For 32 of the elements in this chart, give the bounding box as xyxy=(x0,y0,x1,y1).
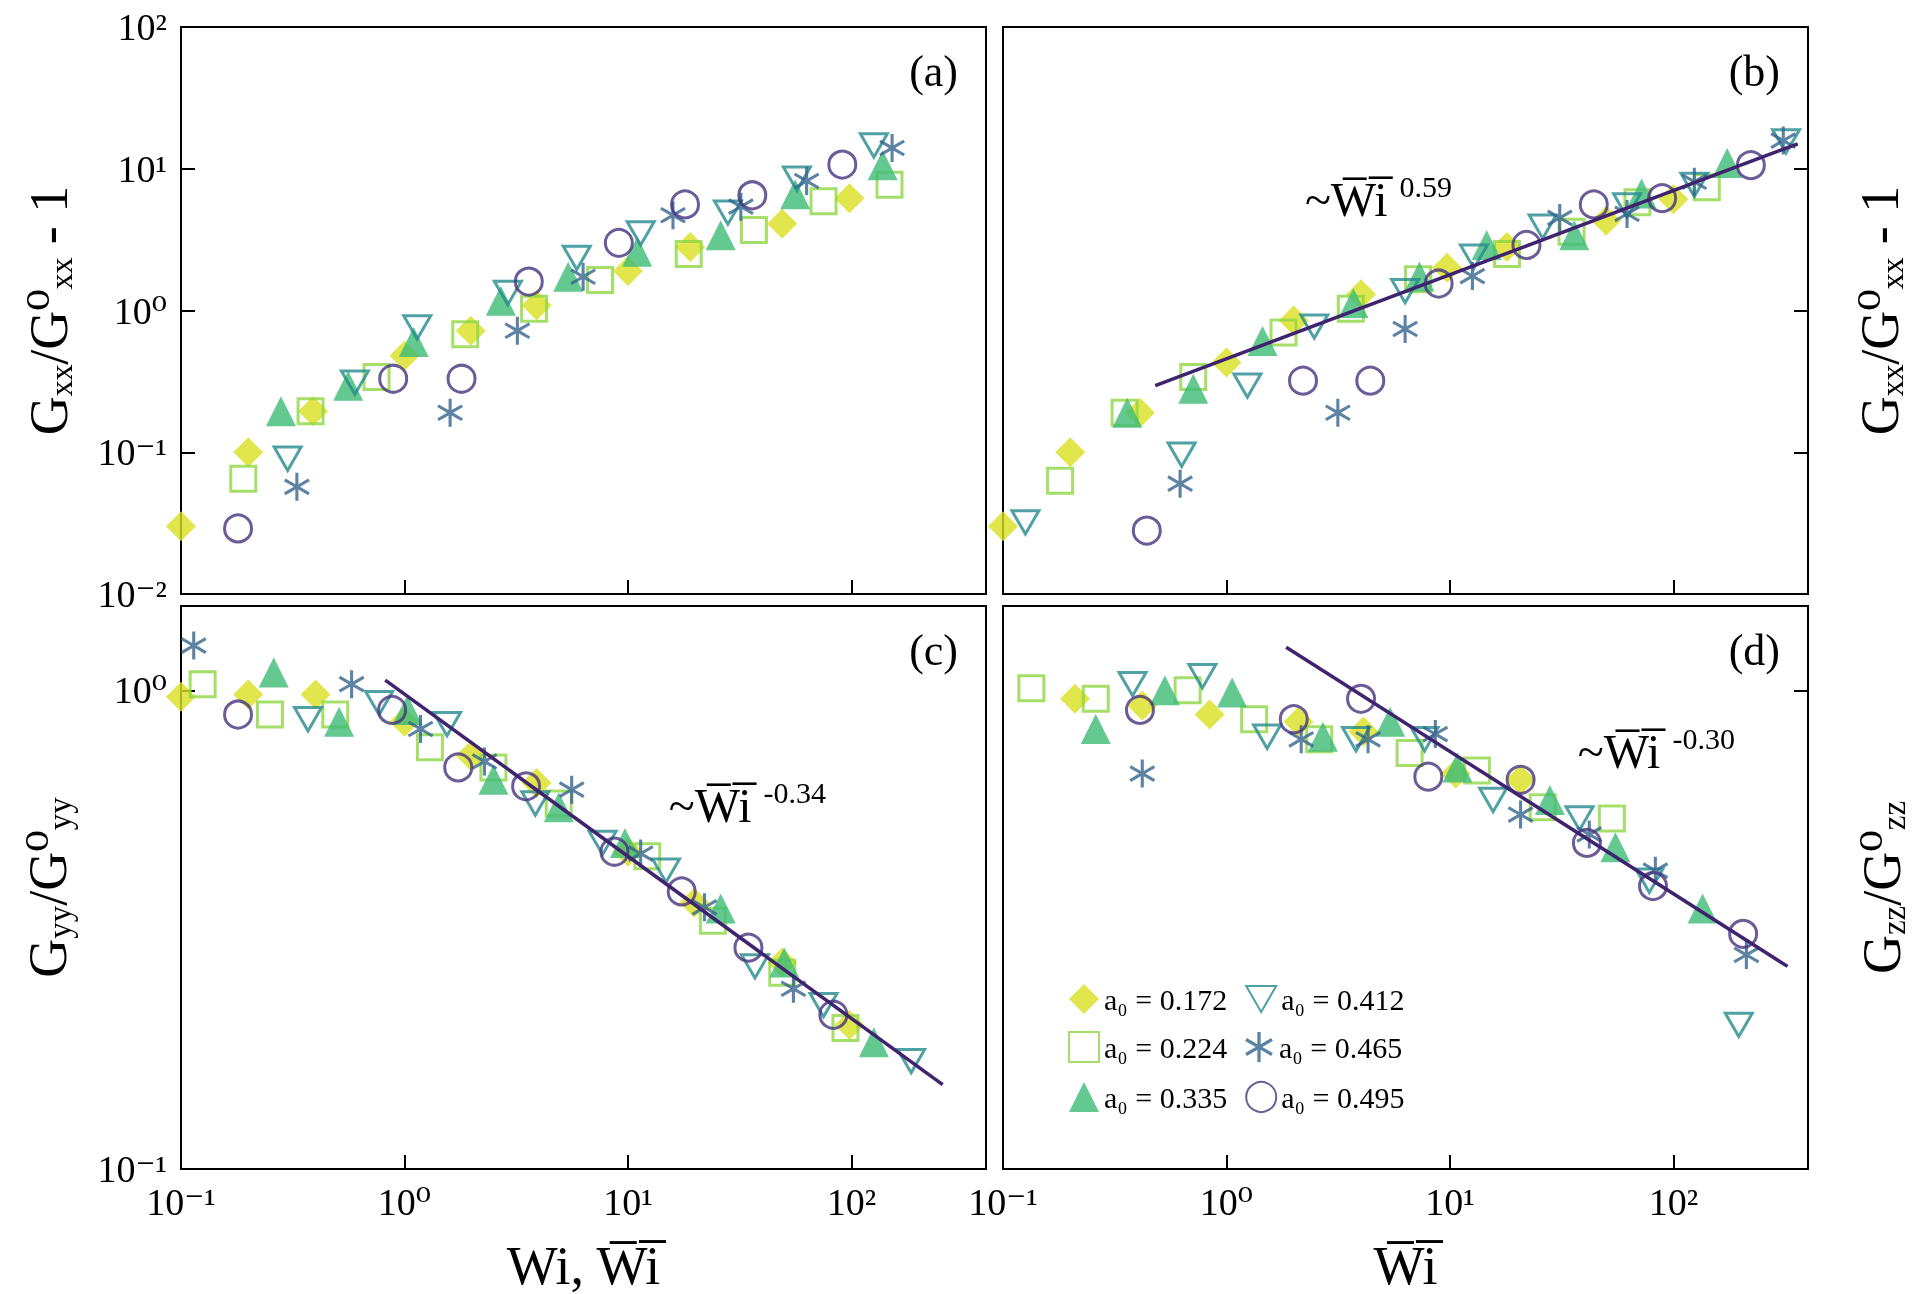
x-tick-label: 10⁻¹ xyxy=(968,1181,1038,1223)
x-axis-title: W̅i̅ xyxy=(1373,1236,1444,1294)
annotation: ~W̅i̅ 0.59 xyxy=(1304,170,1453,227)
legend-label: a₀ = 0.224 xyxy=(1104,1030,1228,1064)
annotation: (c) xyxy=(909,625,959,675)
annotation: ~W̅i̅ -0.30 xyxy=(1577,721,1735,778)
y-tick-label: 10⁻¹ xyxy=(97,431,167,474)
y-tick-label: 10² xyxy=(117,6,167,48)
x-tick-label: 10² xyxy=(1648,1181,1699,1223)
x-tick-label: 10¹ xyxy=(1425,1181,1475,1223)
x-tick-label: 10⁰ xyxy=(1199,1181,1254,1223)
y-axis-title: Gzz/G⁰zz xyxy=(1851,800,1912,975)
legend-label: a₀ = 0.335 xyxy=(1104,1080,1228,1114)
annotation: (a) xyxy=(909,46,959,96)
y-tick-label: 10⁻² xyxy=(97,573,167,615)
y-axis-title: Gyy/G⁰yy xyxy=(17,796,78,978)
legend-label: a₀ = 0.412 xyxy=(1281,982,1405,1016)
y-tick-label: 10⁰ xyxy=(113,669,167,712)
y-axis-title: Gₓₓ/G⁰ₓₓ - 1 xyxy=(1850,185,1910,436)
y-tick-label: 10⁰ xyxy=(113,289,167,332)
legend-label: a₀ = 0.172 xyxy=(1104,982,1228,1016)
y-tick-label: 10¹ xyxy=(117,147,167,190)
annotation: ~W̅i̅ -0.34 xyxy=(668,776,827,833)
x-axis-title: Wi, W̅i̅ xyxy=(506,1236,667,1294)
x-tick-label: 10¹ xyxy=(603,1181,653,1223)
y-axis-title: Gₓₓ/G⁰ₓₓ - 1 xyxy=(19,185,79,436)
x-tick-label: 10² xyxy=(826,1181,877,1223)
annotation: (d) xyxy=(1728,625,1781,675)
x-tick-label: 10⁰ xyxy=(377,1181,432,1223)
legend-label: a₀ = 0.465 xyxy=(1279,1030,1403,1064)
legend-label: a₀ = 0.495 xyxy=(1281,1080,1405,1114)
annotation: (b) xyxy=(1728,46,1781,96)
